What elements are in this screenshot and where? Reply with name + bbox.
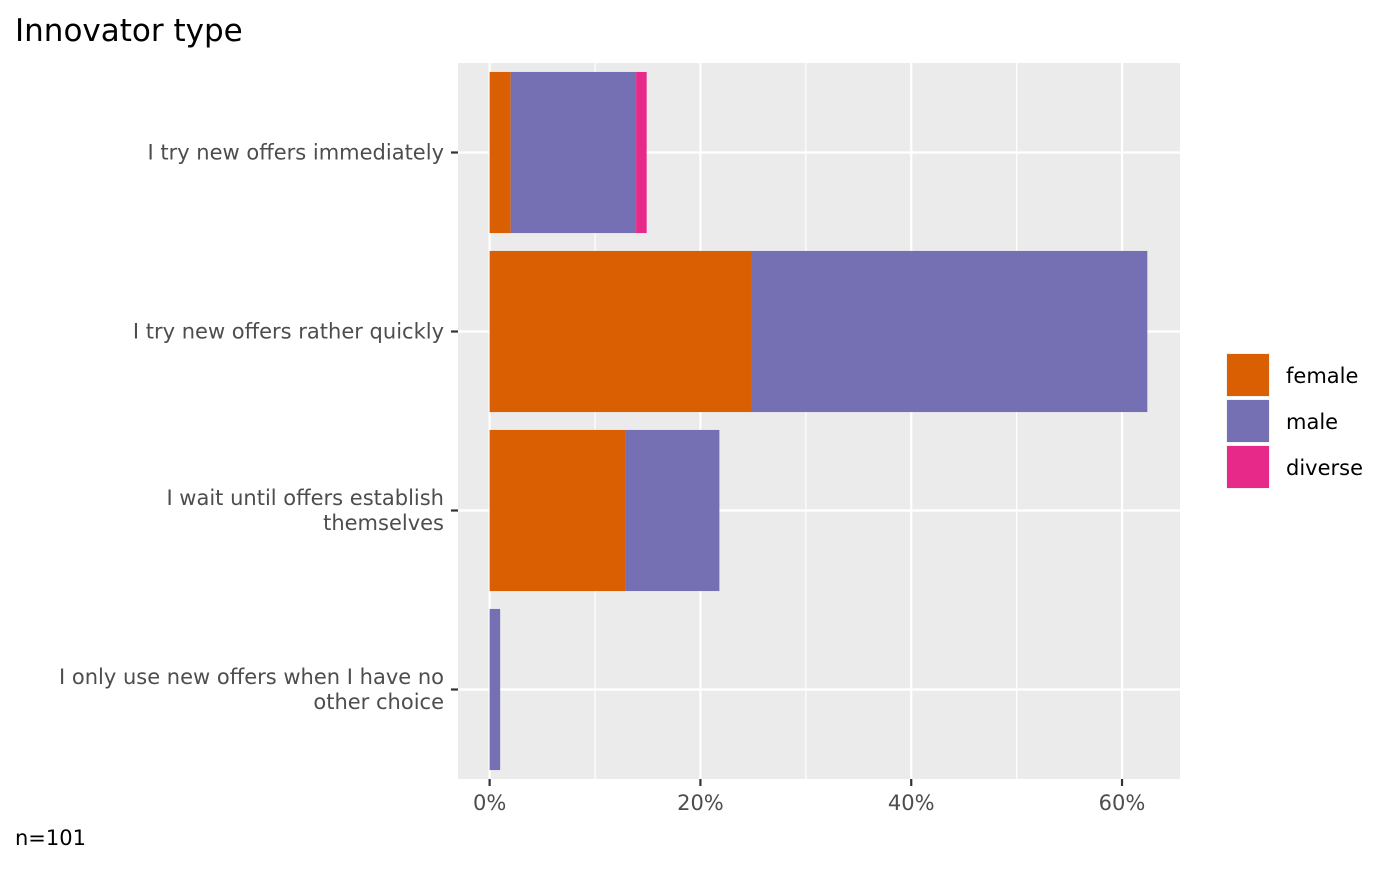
x-axis: 0% 20% 40% 60%	[473, 779, 1145, 815]
bar-segment-male	[625, 429, 720, 592]
bar-segment-female	[489, 250, 752, 413]
x-tick-label: 20%	[677, 791, 724, 815]
legend-key-female	[1227, 354, 1269, 396]
bar-segment-diverse	[636, 71, 647, 234]
y-tick-label: I try new offers immediately	[147, 141, 444, 165]
legend-key-diverse	[1227, 446, 1269, 488]
y-tick-label: I only use new offers when I have no	[59, 665, 444, 689]
legend-label-male: male	[1286, 410, 1338, 434]
bar-segment-female	[489, 429, 626, 592]
bar-segment-male	[510, 71, 637, 234]
x-tick-label: 60%	[1099, 791, 1146, 815]
legend-label-diverse: diverse	[1286, 456, 1363, 480]
y-axis: I try new offers immediately I try new of…	[59, 141, 458, 714]
x-tick-label: 0%	[473, 791, 506, 815]
y-tick-label: themselves	[323, 511, 444, 535]
y-tick-label: I wait until offers establish	[166, 486, 444, 510]
chart-caption: n=101	[15, 826, 86, 850]
y-tick-label: I try new offers rather quickly	[133, 320, 444, 344]
y-tick-label: other choice	[313, 690, 444, 714]
chart-title: Innovator type	[15, 13, 243, 49]
bar-segment-male	[489, 608, 501, 771]
x-tick-label: 40%	[888, 791, 935, 815]
bar-segment-female	[489, 71, 511, 234]
legend-label-female: female	[1286, 364, 1358, 388]
legend-key-male	[1227, 400, 1269, 442]
bars	[489, 71, 1148, 771]
bar-segment-male	[751, 250, 1148, 413]
legend: female male diverse	[1226, 353, 1363, 489]
